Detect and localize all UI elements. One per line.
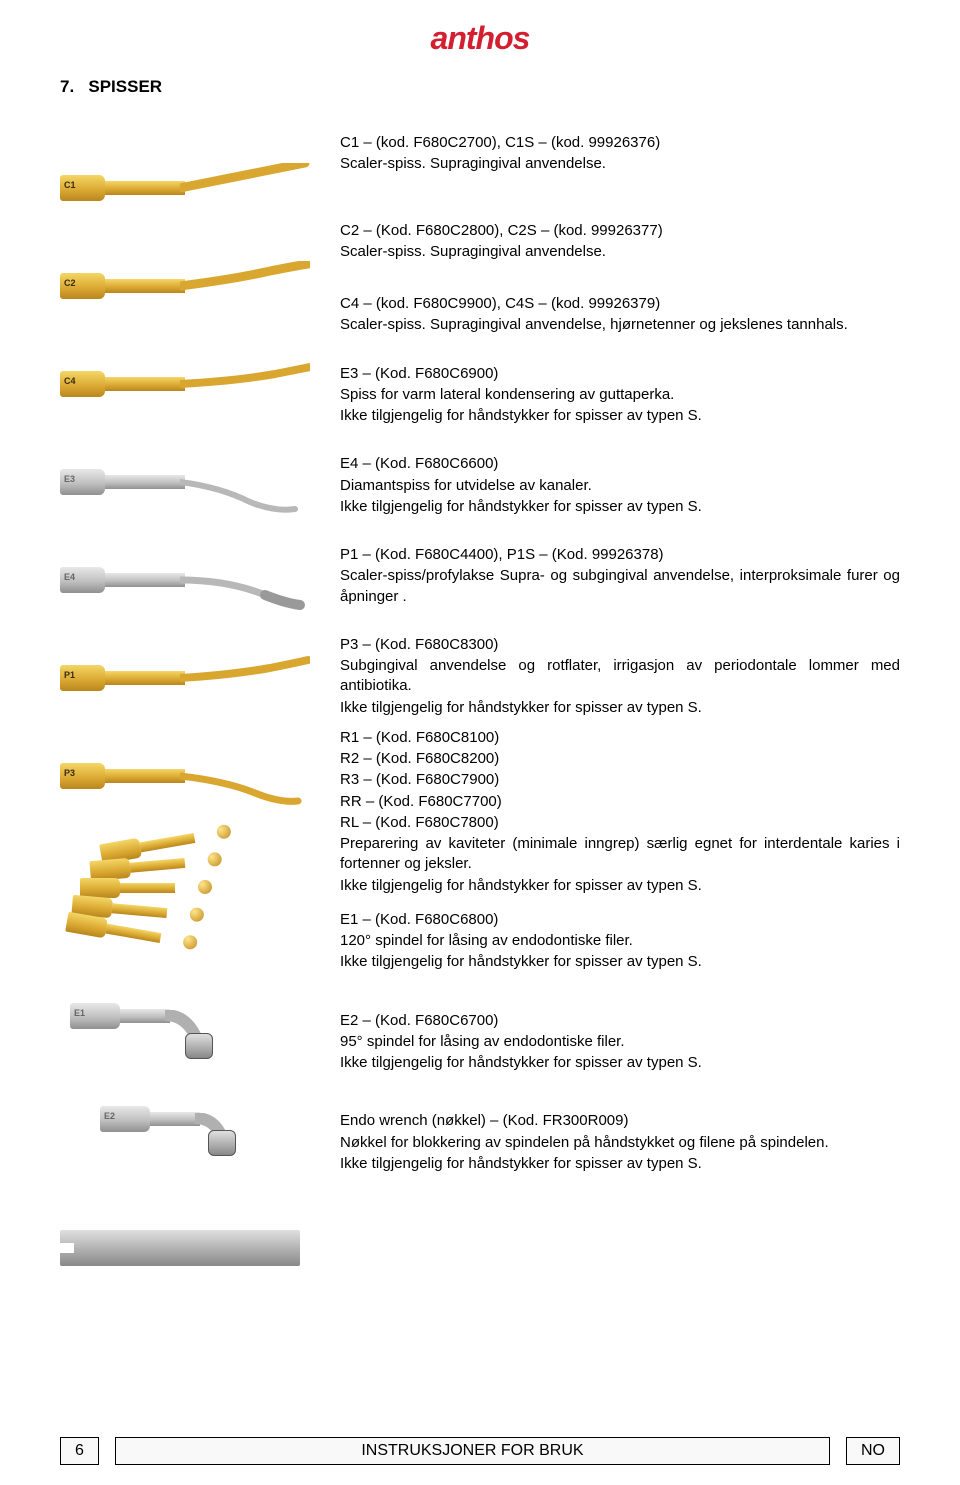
tip-tip-icon: [180, 359, 310, 419]
tip-label-c1: C1: [64, 180, 76, 190]
item-desc: 120° spindel for låsing av endodontiske …: [340, 931, 900, 951]
tip-tip-icon: [180, 457, 310, 517]
item-desc: Preparering av kaviteter (minimale inngr…: [340, 834, 900, 875]
footer-page-number: 6: [60, 1437, 99, 1465]
tip-tip-icon: [180, 261, 310, 321]
tip-tip-icon: [180, 653, 310, 713]
page-footer: 6 INSTRUKSJONER FOR BRUK NO: [60, 1437, 900, 1465]
item-e3: E3 – (Kod. F680C6900) Spiss for varm lat…: [340, 364, 900, 427]
item-e1: E1 – (Kod. F680C6800) 120° spindel for l…: [340, 910, 900, 973]
item-wrench: Endo wrench (nøkkel) – (Kod. FR300R009) …: [340, 1111, 900, 1174]
text-column: C1 – (kod. F680C2700), C1S – (kod. 99926…: [340, 113, 900, 1283]
item-title: C4 – (kod. F680C9900), C4S – (kod. 99926…: [340, 294, 900, 314]
item-desc: Scaler-spiss/profylakse Supra- og subgin…: [340, 566, 900, 607]
tip-image-p3: P3: [60, 731, 320, 821]
item-desc: Nøkkel for blokkering av spindelen på hå…: [340, 1133, 900, 1153]
item-desc: Ikke tilgjengelig for håndstykker for sp…: [340, 1154, 900, 1174]
item-title: C1 – (kod. F680C2700), C1S – (kod. 99926…: [340, 133, 900, 153]
item-desc: Ikke tilgjengelig for håndstykker for sp…: [340, 406, 900, 426]
tip-image-c2: C2: [60, 241, 320, 331]
item-desc: Scaler-spiss. Supragingival anvendelse.: [340, 154, 900, 174]
item-desc: Ikke tilgjengelig for håndstykker for sp…: [340, 497, 900, 517]
item-title: E4 – (Kod. F680C6600): [340, 454, 900, 474]
item-title: P1 – (Kod. F680C4400), P1S – (Kod. 99926…: [340, 545, 900, 565]
footer-doc-title: INSTRUKSJONER FOR BRUK: [115, 1437, 830, 1465]
item-title-extra: RR – (Kod. F680C7700): [340, 792, 900, 812]
tip-label-e4: E4: [64, 572, 75, 582]
item-p3: P3 – (Kod. F680C8300) Subgingival anvend…: [340, 635, 900, 718]
item-c4: C4 – (kod. F680C9900), C4S – (kod. 99926…: [340, 294, 900, 336]
tip-image-e4: E4: [60, 535, 320, 625]
tip-image-e2: E2: [60, 1080, 320, 1175]
tip-label-c4: C4: [64, 376, 76, 386]
content-row: C1 C2 C4: [60, 113, 900, 1283]
tip-label-e1: E1: [74, 1008, 85, 1018]
item-title: P3 – (Kod. F680C8300): [340, 635, 900, 655]
item-desc: 95° spindel for låsing av endodontiske f…: [340, 1032, 900, 1052]
tip-image-c1: C1: [60, 143, 320, 233]
item-r: R1 – (Kod. F680C8100) R2 – (Kod. F680C82…: [340, 728, 900, 896]
item-title: E1 – (Kod. F680C6800): [340, 910, 900, 930]
tip-image-c4: C4: [60, 339, 320, 429]
footer-language: NO: [846, 1437, 900, 1465]
section-heading: 7. SPISSER: [60, 77, 900, 97]
item-p1: P1 – (Kod. F680C4400), P1S – (Kod. 99926…: [340, 545, 900, 607]
tip-image-wrench: [60, 1213, 320, 1283]
tip-tip-icon: [180, 751, 310, 811]
tip-image-e3: E3: [60, 437, 320, 527]
brand-name: anthos: [431, 20, 530, 56]
tip-label-c2: C2: [64, 278, 76, 288]
tip-image-r-cluster: [60, 829, 320, 969]
wrench-icon: [60, 1230, 300, 1266]
item-e2: E2 – (Kod. F680C6700) 95° spindel for lå…: [340, 1011, 900, 1074]
item-desc: Diamantspiss for utvidelse av kanaler.: [340, 476, 900, 496]
item-title: E3 – (Kod. F680C6900): [340, 364, 900, 384]
tip-tip-icon: [180, 555, 310, 615]
item-desc: Spiss for varm lateral kondensering av g…: [340, 385, 900, 405]
item-desc: Ikke tilgjengelig for håndstykker for sp…: [340, 876, 900, 896]
item-e4: E4 – (Kod. F680C6600) Diamantspiss for u…: [340, 454, 900, 517]
item-desc: Ikke tilgjengelig for håndstykker for sp…: [340, 698, 900, 718]
tip-image-p1: P1: [60, 633, 320, 723]
item-title: E2 – (Kod. F680C6700): [340, 1011, 900, 1031]
item-title-extra: R2 – (Kod. F680C8200): [340, 749, 900, 769]
item-c1: C1 – (kod. F680C2700), C1S – (kod. 99926…: [340, 133, 900, 175]
item-desc: Subgingival anvendelse og rotflater, irr…: [340, 656, 900, 697]
item-title-extra: RL – (Kod. F680C7800): [340, 813, 900, 833]
item-desc: Ikke tilgjengelig for håndstykker for sp…: [340, 1053, 900, 1073]
item-c2: C2 – (Kod. F680C2800), C2S – (kod. 99926…: [340, 221, 900, 263]
tip-label-p1: P1: [64, 670, 75, 680]
brand-logo: anthos: [60, 20, 900, 57]
tip-image-e1: E1: [60, 977, 320, 1072]
tip-label-e3: E3: [64, 474, 75, 484]
tip-label-p3: P3: [64, 768, 75, 778]
item-title: Endo wrench (nøkkel) – (Kod. FR300R009): [340, 1111, 900, 1131]
section-title-text: SPISSER: [88, 77, 162, 96]
item-title: R1 – (Kod. F680C8100): [340, 728, 900, 748]
item-title: C2 – (Kod. F680C2800), C2S – (kod. 99926…: [340, 221, 900, 241]
tip-label-e2: E2: [104, 1111, 115, 1121]
section-number: 7.: [60, 77, 74, 96]
item-desc: Scaler-spiss. Supragingival anvendelse, …: [340, 315, 900, 335]
item-desc: Ikke tilgjengelig for håndstykker for sp…: [340, 952, 900, 972]
item-title-extra: R3 – (Kod. F680C7900): [340, 770, 900, 790]
item-desc: Scaler-spiss. Supragingival anvendelse.: [340, 242, 900, 262]
image-column: C1 C2 C4: [60, 113, 320, 1283]
tip-tip-icon: [180, 163, 310, 223]
